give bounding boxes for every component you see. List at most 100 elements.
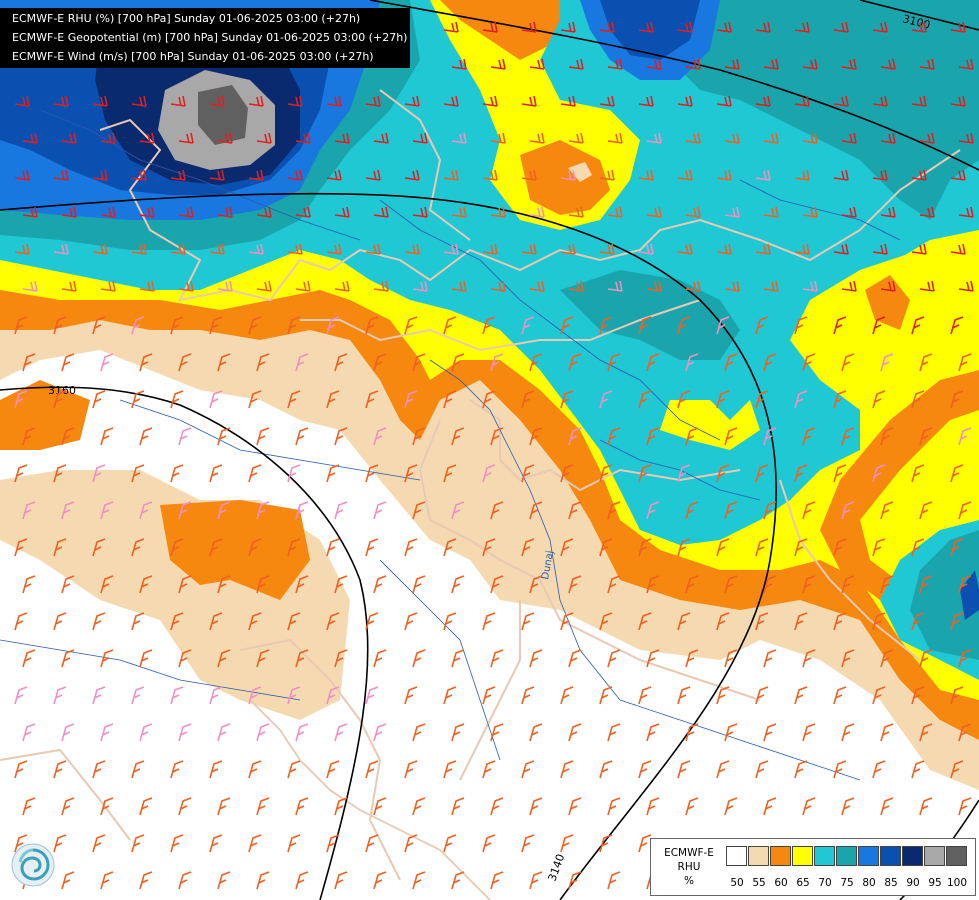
wind-barb	[794, 95, 810, 107]
wind-barb	[287, 686, 301, 705]
wind-barb	[287, 169, 303, 181]
wind-barb	[209, 464, 223, 483]
wind-barb	[326, 612, 340, 631]
wind-barb	[638, 243, 654, 255]
wind-barb	[256, 280, 272, 292]
wind-barb	[178, 575, 192, 594]
wind-barb	[326, 760, 340, 779]
wind-barb	[568, 797, 582, 816]
wind-barb	[287, 760, 301, 779]
wind-barb	[724, 501, 738, 520]
wind-barb	[833, 316, 847, 335]
wind-barb	[677, 612, 691, 631]
legend-swatch	[748, 846, 769, 866]
wind-barb	[451, 58, 467, 70]
wind-barb	[919, 280, 935, 292]
wind-barb	[131, 169, 147, 181]
wind-barb	[412, 206, 428, 218]
wind-barb	[529, 353, 543, 372]
wind-barb	[451, 280, 467, 292]
wind-barb	[880, 649, 894, 668]
wind-barb	[412, 797, 426, 816]
wind-barb	[841, 280, 857, 292]
wind-barb	[22, 206, 38, 218]
legend-tick-label: 70	[818, 877, 832, 889]
wind-barb	[100, 206, 116, 218]
wind-barb	[326, 95, 342, 107]
wind-barb	[872, 390, 886, 409]
wind-barb	[638, 686, 652, 705]
wind-barb	[950, 464, 964, 483]
wind-barb	[958, 58, 974, 70]
wind-barb	[92, 464, 106, 483]
wind-barb	[217, 206, 233, 218]
wind-barb	[209, 834, 223, 853]
wind-barb	[763, 280, 779, 292]
wind-barb	[950, 538, 964, 557]
wind-barb	[53, 243, 69, 255]
wind-barb	[217, 501, 231, 520]
wind-barb	[880, 280, 896, 292]
wind-barb	[490, 58, 506, 70]
wind-barb	[100, 501, 114, 520]
legend-title: ECMWF-E RHU %	[657, 846, 721, 888]
legend-tick-label: 60	[774, 877, 788, 889]
wind-barb	[334, 206, 350, 218]
wind-barb	[685, 723, 699, 742]
wind-barb	[490, 427, 504, 446]
wind-barb	[209, 169, 225, 181]
wind-barb	[677, 21, 693, 33]
wind-barb	[92, 390, 106, 409]
wind-barb	[404, 464, 418, 483]
wind-barb	[295, 797, 309, 816]
wind-barb	[412, 280, 428, 292]
ecmwf-logo-icon	[11, 843, 55, 887]
wind-barb	[872, 316, 886, 335]
wind-barb	[521, 760, 535, 779]
wind-barb	[295, 649, 309, 668]
wind-barb	[490, 575, 504, 594]
wind-barb	[841, 353, 855, 372]
wind-barb	[170, 316, 184, 335]
wind-barb	[443, 316, 457, 335]
wind-barb	[490, 206, 506, 218]
wind-barb	[209, 95, 225, 107]
wind-barb	[248, 538, 262, 557]
wind-barb	[326, 834, 340, 853]
wind-barb	[248, 316, 262, 335]
wind-barb	[872, 538, 886, 557]
wind-barb	[872, 169, 888, 181]
wind-barb	[22, 797, 36, 816]
wind-barb	[607, 132, 623, 144]
wind-barb	[958, 280, 974, 292]
wind-barb	[22, 575, 36, 594]
legend-tick-label: 65	[796, 877, 810, 889]
wind-barb	[451, 723, 465, 742]
wind-barb	[958, 353, 972, 372]
legend-swatch	[858, 846, 879, 866]
wind-barb	[529, 427, 543, 446]
wind-barb	[100, 575, 114, 594]
wind-barb	[217, 649, 231, 668]
wind-barb	[139, 132, 155, 144]
wind-barb	[217, 427, 231, 446]
wind-barb	[958, 575, 972, 594]
title-rhu: ECMWF-E RHU (%) [700 hPa] Sunday 01-06-2…	[12, 12, 361, 25]
title-geopotential: ECMWF-E Geopotential (m) [700 hPa] Sunda…	[12, 31, 408, 44]
wind-barb	[638, 21, 654, 33]
wind-barb	[100, 427, 114, 446]
wind-barb	[14, 169, 30, 181]
wind-barb	[794, 760, 808, 779]
wind-barb	[100, 797, 114, 816]
wind-barb	[872, 243, 888, 255]
wind-barb	[443, 95, 459, 107]
wind-barb	[365, 686, 379, 705]
legend-tick-label: 100	[946, 877, 968, 889]
wind-barb	[724, 280, 740, 292]
legend-swatch	[814, 846, 835, 866]
wind-barb	[724, 58, 740, 70]
wind-barb	[919, 501, 933, 520]
wind-barb	[217, 132, 233, 144]
wind-barb	[724, 353, 738, 372]
wind-barb	[677, 390, 691, 409]
